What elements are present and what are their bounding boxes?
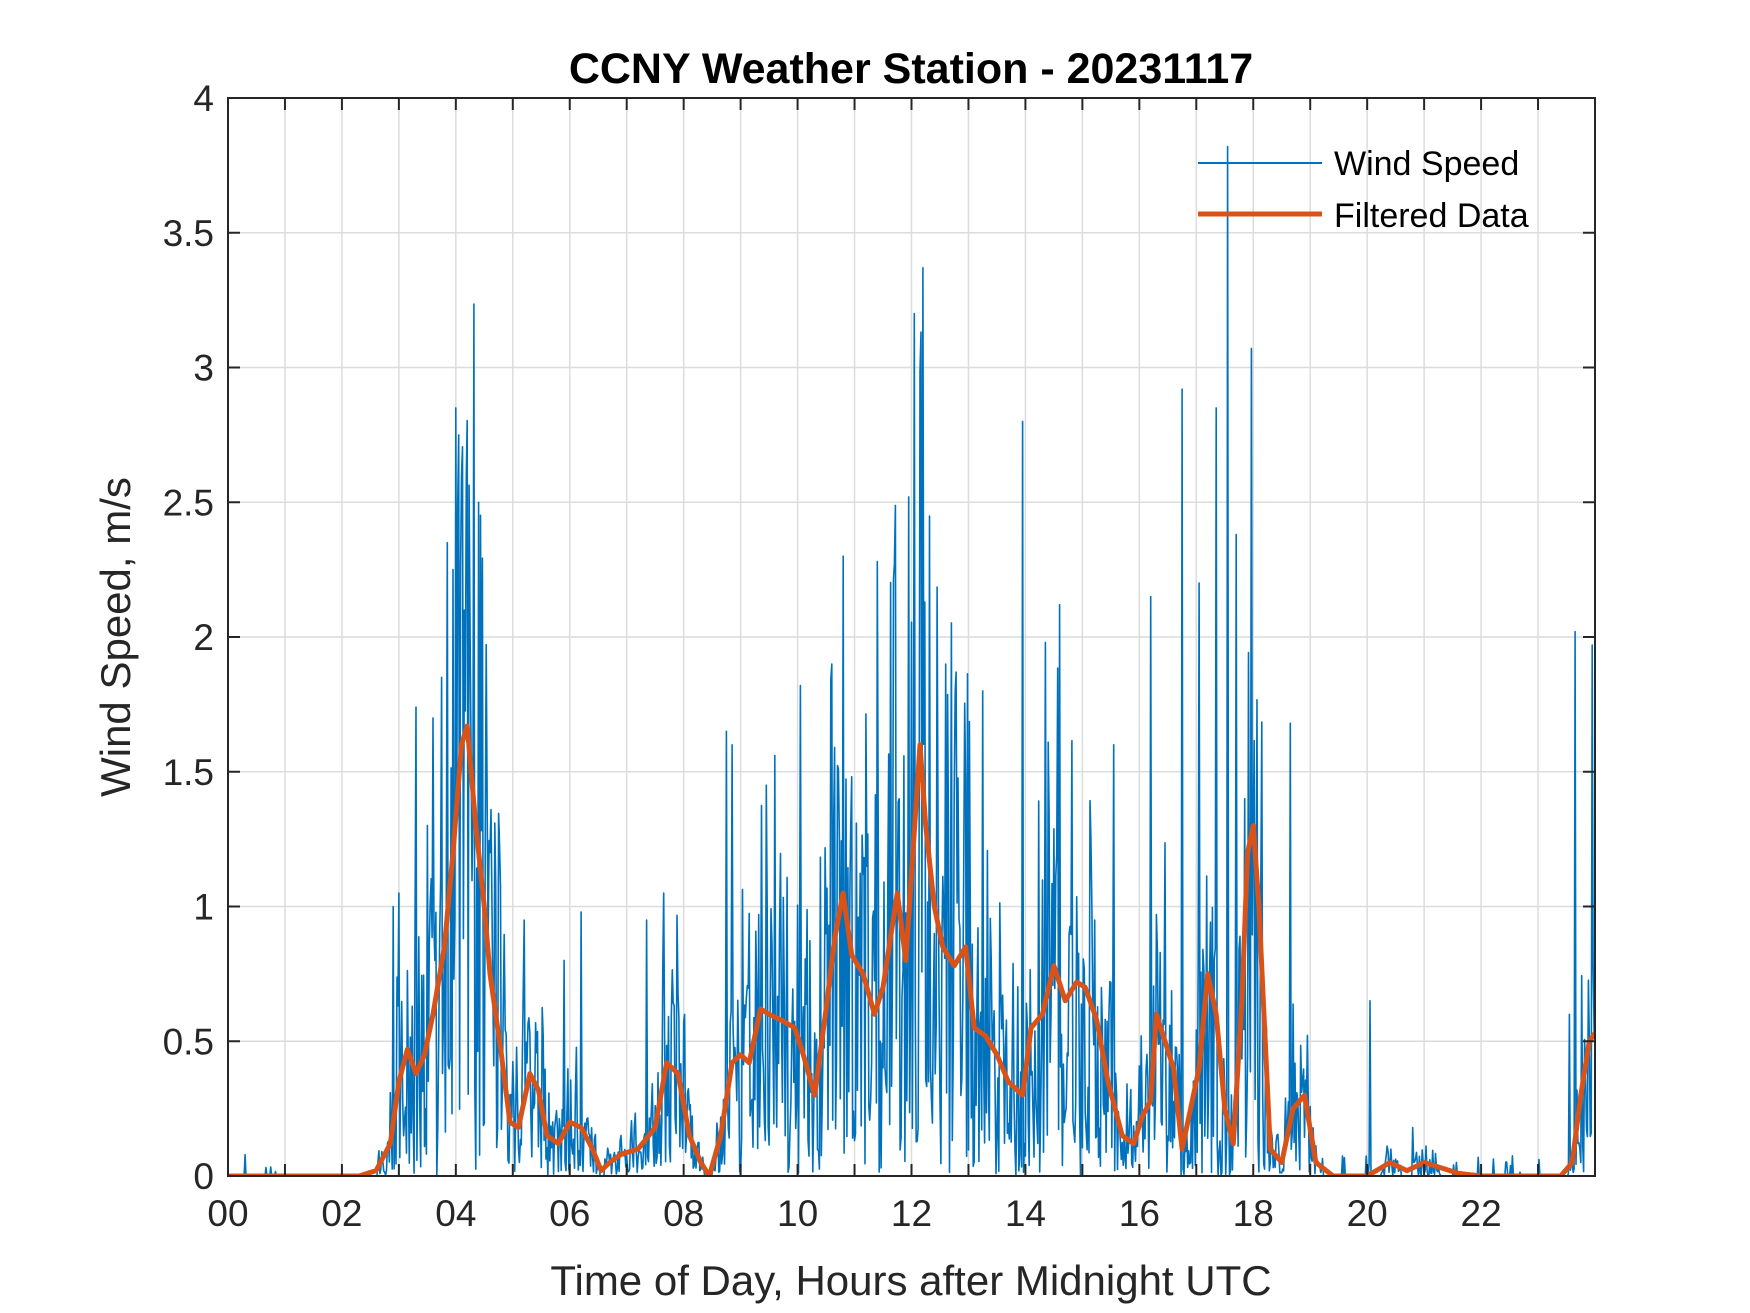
chart-title: CCNY Weather Station - 20231117 xyxy=(569,45,1253,93)
x-tick-label: 12 xyxy=(891,1193,932,1234)
y-tick-label: 4 xyxy=(193,78,214,119)
x-tick-label: 04 xyxy=(435,1193,476,1234)
x-axis-label: Time of Day, Hours after Midnight UTC xyxy=(550,1257,1271,1304)
y-axis-label: Wind Speed, m/s xyxy=(92,477,139,797)
y-tick-label: 0 xyxy=(193,1156,214,1197)
series-layer xyxy=(228,145,1595,1176)
grid-lines xyxy=(228,98,1595,1176)
x-tick-label: 20 xyxy=(1347,1193,1388,1234)
legend-label-wind-speed: Wind Speed xyxy=(1334,145,1519,183)
x-tick-label: 08 xyxy=(663,1193,704,1234)
series-filtered-data-line xyxy=(228,723,1595,1176)
y-tick-label: 3.5 xyxy=(163,213,214,254)
x-tick-label: 10 xyxy=(777,1193,818,1234)
x-tick-label: 18 xyxy=(1233,1193,1274,1234)
x-tick-label: 14 xyxy=(1005,1193,1046,1234)
x-tick-label: 16 xyxy=(1119,1193,1160,1234)
y-tick-label: 1.5 xyxy=(163,752,214,793)
y-tick-label: 1 xyxy=(193,887,214,928)
y-tick-label: 2 xyxy=(193,617,214,658)
x-tick-label: 02 xyxy=(321,1193,362,1234)
x-tick-label: 22 xyxy=(1461,1193,1502,1234)
y-tick-label: 2.5 xyxy=(163,482,214,523)
x-tick-label: 06 xyxy=(549,1193,590,1234)
y-tick-label: 0.5 xyxy=(163,1021,214,1062)
series-wind-speed-line xyxy=(228,145,1595,1176)
axis-ticks: 00 02 04 06 08 10 12 14 16 18 20 22 0 0.5 1 1.5 2 2.5 3 3.5… xyxy=(163,78,1595,1234)
x-tick-label: 00 xyxy=(207,1193,248,1234)
legend-label-filtered-data: Filtered Data xyxy=(1334,197,1529,235)
y-tick-label: 3 xyxy=(193,348,214,389)
legend: Wind Speed Filtered Data xyxy=(1198,145,1529,235)
